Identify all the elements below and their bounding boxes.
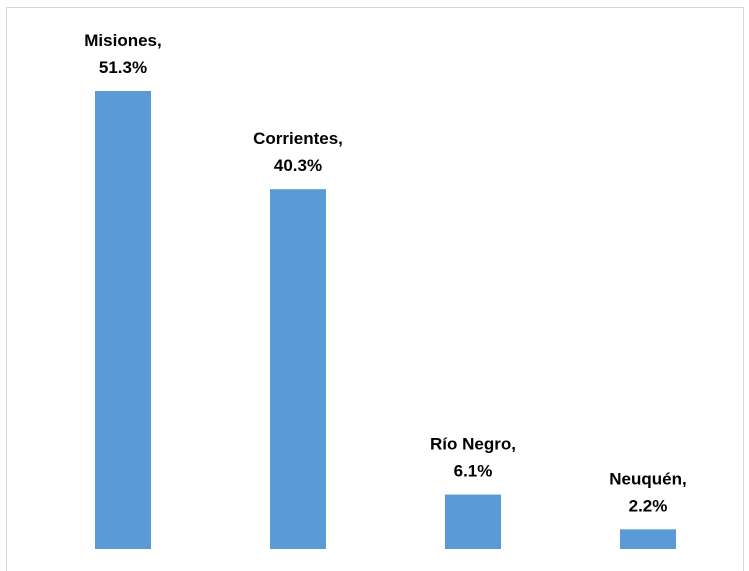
data-label-value-rio-negro: 6.1% — [454, 462, 493, 481]
data-labels-layer: Misiones, 51.3% Corrientes, 40.3% Río Negro,… — [84, 31, 686, 515]
bars-layer — [95, 91, 676, 549]
bar-neuquen — [620, 529, 676, 549]
data-label-category-rio-negro: Río Negro, — [430, 435, 516, 454]
bar-rio-negro — [445, 494, 501, 549]
data-label-category-corrientes: Corrientes, — [253, 129, 343, 148]
data-label-value-misiones: 51.3% — [99, 58, 147, 77]
data-label-value-corrientes: 40.3% — [274, 156, 322, 175]
data-label-value-neuquen: 2.2% — [629, 496, 668, 515]
data-label-category-misiones: Misiones, — [84, 31, 161, 50]
bar-corrientes — [270, 189, 326, 549]
bar-misiones — [95, 91, 151, 549]
data-label-category-neuquen: Neuquén, — [609, 469, 686, 488]
